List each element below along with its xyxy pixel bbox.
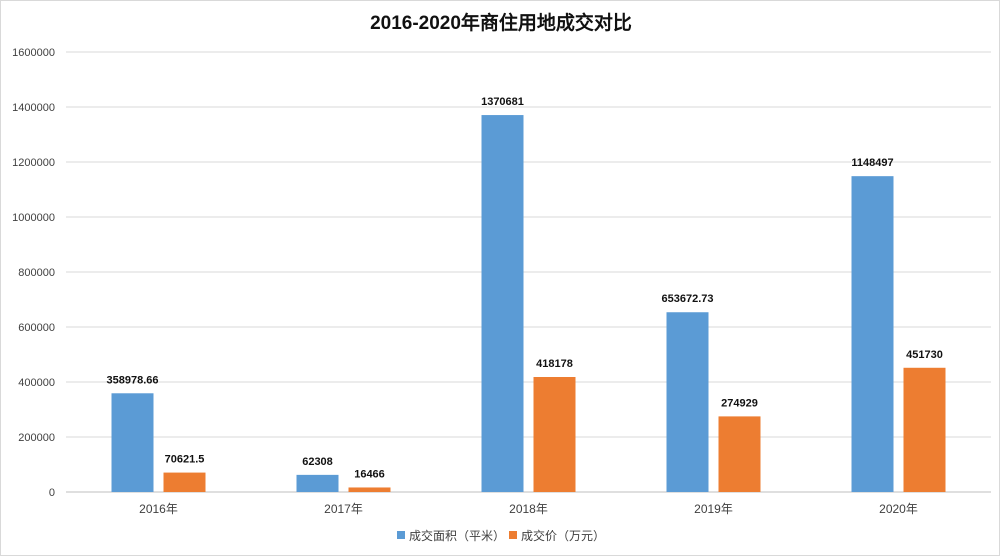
bar-price [348, 487, 391, 492]
bar-price [163, 472, 206, 492]
y-tick-label: 1600000 [12, 47, 55, 59]
bar-area [296, 474, 339, 492]
bar-area [481, 115, 524, 493]
data-label: 418178 [536, 358, 573, 370]
data-label: 1148497 [851, 157, 893, 169]
y-tick-label: 800000 [18, 267, 55, 279]
bar-area [111, 393, 154, 492]
x-tick-label: 2017年 [324, 502, 363, 516]
data-label: 70621.5 [165, 454, 205, 466]
legend-label: 成交面积（平米） [409, 528, 505, 543]
x-tick-label: 2018年 [509, 502, 548, 516]
y-tick-label: 0 [49, 487, 55, 499]
bar-price [903, 367, 946, 492]
bar-price [718, 416, 761, 492]
x-tick-label: 2016年 [139, 502, 178, 516]
data-label: 62308 [302, 456, 333, 468]
chart-title: 2016-2020年商住用地成交对比 [370, 11, 632, 34]
bar-price [533, 377, 576, 492]
data-label: 1370681 [481, 96, 524, 108]
data-label: 16466 [354, 468, 385, 480]
data-label: 358978.66 [107, 374, 159, 386]
gridlines [66, 51, 991, 493]
y-tick-label: 400000 [18, 377, 55, 389]
legend: 成交面积（平米） 成交价（万元） [397, 528, 605, 543]
bar-area [666, 312, 709, 492]
data-label: 653672.73 [662, 293, 714, 305]
x-tick-label: 2020年 [879, 502, 918, 516]
legend-swatch [509, 531, 517, 539]
x-tick-label: 2019年 [694, 502, 733, 516]
data-label: 451730 [906, 349, 943, 361]
y-tick-label: 600000 [18, 322, 55, 334]
y-tick-label: 1200000 [12, 157, 55, 169]
bar-area [851, 176, 894, 492]
y-tick-label: 200000 [18, 432, 55, 444]
y-tick-label: 1400000 [12, 102, 55, 114]
legend-swatch [397, 531, 405, 539]
bars: 358978.66 70621.5 62308 16466 1370681 418178 6… [107, 96, 946, 493]
legend-label: 成交价（万元） [521, 528, 605, 543]
data-label: 274929 [721, 397, 758, 409]
y-axis: 0 200000 400000 600000 800000 1000000 1200000 1… [12, 47, 55, 499]
x-axis: 2016年 2017年 2018年 2019年 2020年 [139, 502, 918, 516]
y-tick-label: 1000000 [12, 212, 55, 224]
